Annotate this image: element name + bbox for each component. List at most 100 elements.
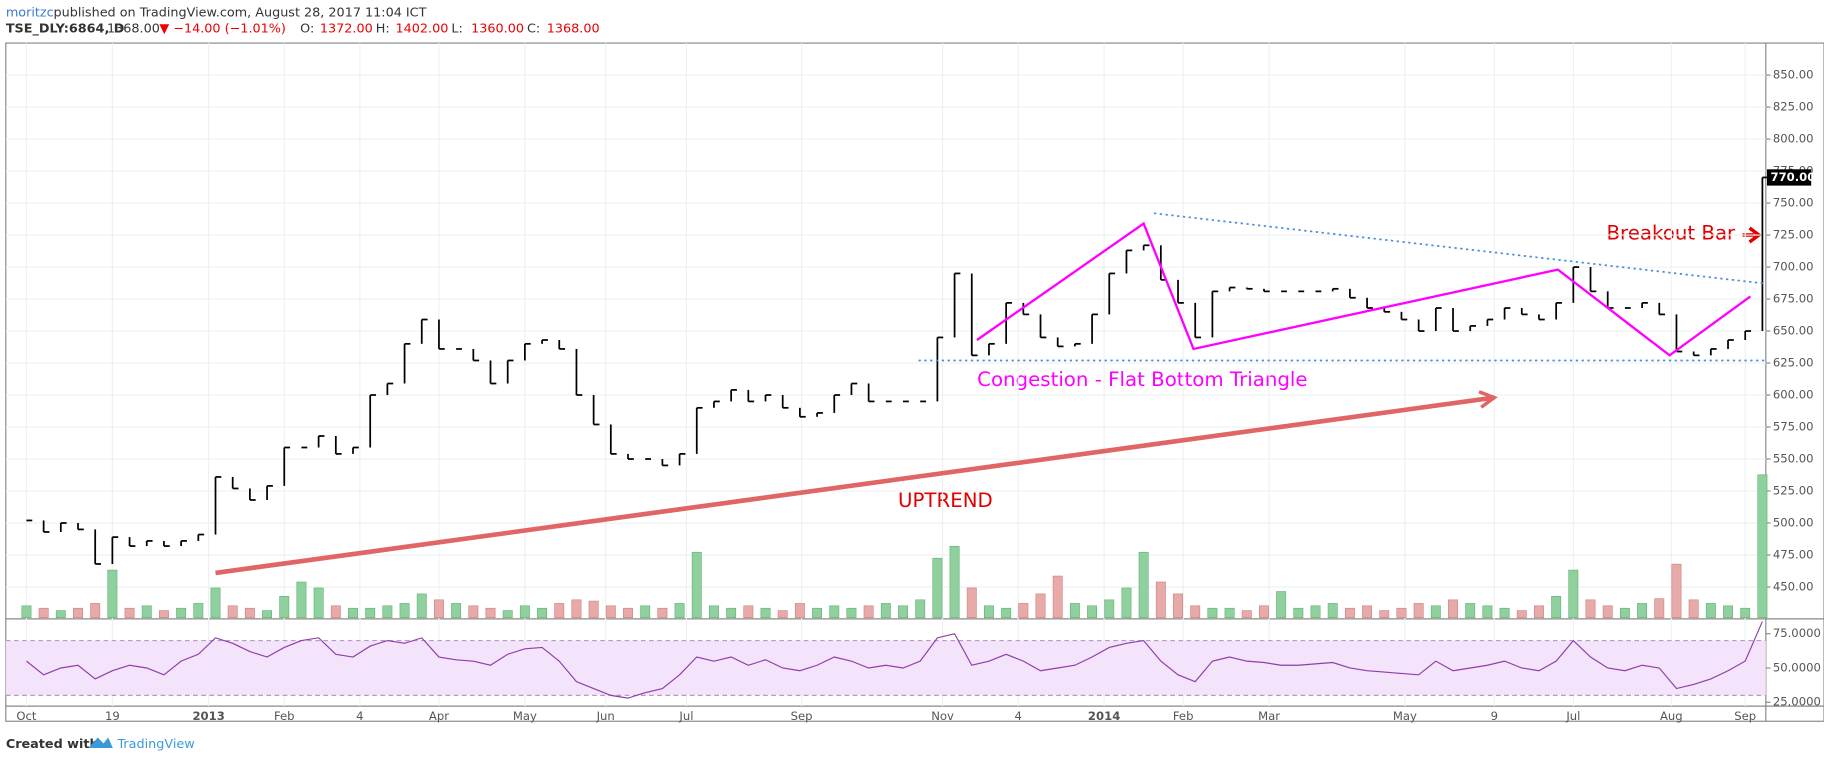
volume-bar — [1362, 605, 1373, 619]
volume-bar — [794, 603, 805, 619]
x-tick-label: Apr — [429, 709, 449, 723]
volume-bar — [571, 599, 582, 619]
volume-bar — [176, 607, 187, 619]
volume-bar — [73, 607, 83, 619]
volume-bar — [485, 607, 496, 619]
volume-bar — [1688, 599, 1699, 619]
x-tick-label: 9 — [1491, 709, 1498, 723]
volume-bar — [898, 605, 908, 619]
volume-bar — [141, 605, 152, 619]
volume-bar — [1379, 610, 1390, 619]
last-price-box — [1767, 169, 1812, 186]
rsi-tick-label: 50.0000 — [1773, 660, 1821, 674]
volume-bar — [537, 607, 548, 619]
volume-bar — [1001, 607, 1012, 619]
volume-bar — [279, 595, 290, 619]
volume-bar — [227, 605, 238, 619]
volume-bar — [1602, 605, 1613, 619]
volume-bar — [1396, 607, 1407, 619]
volume-bar — [1671, 563, 1682, 619]
volume-bar — [1654, 598, 1665, 619]
volume-bar — [38, 607, 49, 619]
y-tick-label: 500.00 — [1773, 516, 1814, 530]
ohlc-value: 1360.00 — [471, 22, 524, 37]
volume-bar — [1087, 605, 1098, 619]
volume-bar — [502, 610, 513, 619]
volume-bar — [846, 607, 857, 619]
y-tick-label: 675.00 — [1773, 292, 1814, 306]
volume-bar — [1637, 603, 1648, 619]
volume-bar — [726, 607, 737, 619]
frame — [5, 42, 1824, 722]
rsi-line — [26, 621, 1763, 699]
volume-bar — [519, 605, 530, 619]
volume-bar — [1259, 605, 1269, 619]
volume-bar — [1534, 605, 1544, 619]
x-tick-label: Nov — [931, 709, 954, 723]
volume-bar — [1121, 587, 1132, 619]
y-tick-label: 725.00 — [1773, 228, 1814, 242]
volume-bar — [1448, 599, 1458, 619]
y-tick-label: 850.00 — [1773, 68, 1814, 82]
volume-bar — [829, 605, 840, 619]
y-tick-label: 700.00 — [1773, 260, 1814, 274]
volume-bar — [1551, 595, 1562, 619]
x-tick-label: Jul — [678, 709, 693, 723]
volume-bar — [1723, 605, 1733, 619]
volume-bar — [915, 599, 926, 619]
volume-bar — [296, 581, 307, 619]
volume-bar — [777, 610, 788, 619]
x-tick-label: Oct — [16, 709, 37, 723]
volume-bar — [330, 605, 341, 619]
volume-bar — [1344, 607, 1355, 619]
volume-bar — [760, 607, 771, 619]
x-tick-label: 19 — [105, 709, 120, 723]
volume-bar — [1740, 607, 1751, 619]
volume-bar — [365, 607, 376, 619]
x-tick-label: 4 — [1014, 709, 1021, 723]
ohlc-key: L: — [451, 22, 462, 37]
volume-bar — [588, 600, 599, 619]
congestion-label: Congestion - Flat Bottom Triangle — [977, 368, 1307, 391]
x-tick-label: Aug — [1660, 709, 1683, 723]
x-tick-label: Feb — [274, 709, 295, 723]
volume-bar — [1104, 599, 1115, 619]
volume-bar — [416, 593, 427, 619]
volume-bar — [709, 605, 719, 619]
x-tick-label: Jul — [1565, 709, 1580, 723]
volume-bar — [193, 603, 204, 619]
uptrend-arrowhead — [1478, 390, 1498, 409]
volume-bar — [1705, 603, 1716, 619]
y-tick-label: 750.00 — [1773, 196, 1814, 210]
volume-bar — [932, 557, 943, 619]
x-tick-label: Jun — [596, 709, 615, 723]
last-price: 1368.00 — [107, 22, 160, 37]
change: ▼ −14.00 (−1.01%) — [159, 22, 286, 37]
volume-bar — [348, 607, 358, 619]
volume-bar — [468, 605, 479, 619]
volume-bar — [382, 605, 393, 619]
volume-bar — [1207, 607, 1218, 619]
volume-bar — [605, 605, 616, 619]
footer-brand[interactable]: TradingView — [116, 737, 194, 752]
volume-bar — [21, 605, 32, 619]
volume-bar — [1619, 607, 1630, 619]
volume-bar — [210, 587, 221, 619]
volume-bar — [657, 607, 668, 619]
volume-bar — [1224, 607, 1235, 619]
volume-bar — [1276, 591, 1287, 619]
volume-bar — [1327, 603, 1338, 619]
volume-bar — [1173, 593, 1183, 619]
volume-bar — [1310, 605, 1321, 619]
volume-bar — [691, 551, 702, 619]
published: published on TradingView.com, August 28,… — [54, 5, 427, 20]
ohlc-value: 1372.00 — [320, 22, 373, 37]
y-tick-label: 550.00 — [1773, 452, 1814, 466]
uptrend-label: UPTREND — [898, 489, 993, 512]
rsi-tick-label: 25.0000 — [1773, 695, 1821, 709]
volume-bar — [623, 607, 633, 619]
rsi-band — [5, 640, 1766, 696]
x-tick-label: 2014 — [1088, 709, 1120, 723]
author[interactable]: moritzc — [6, 5, 54, 20]
